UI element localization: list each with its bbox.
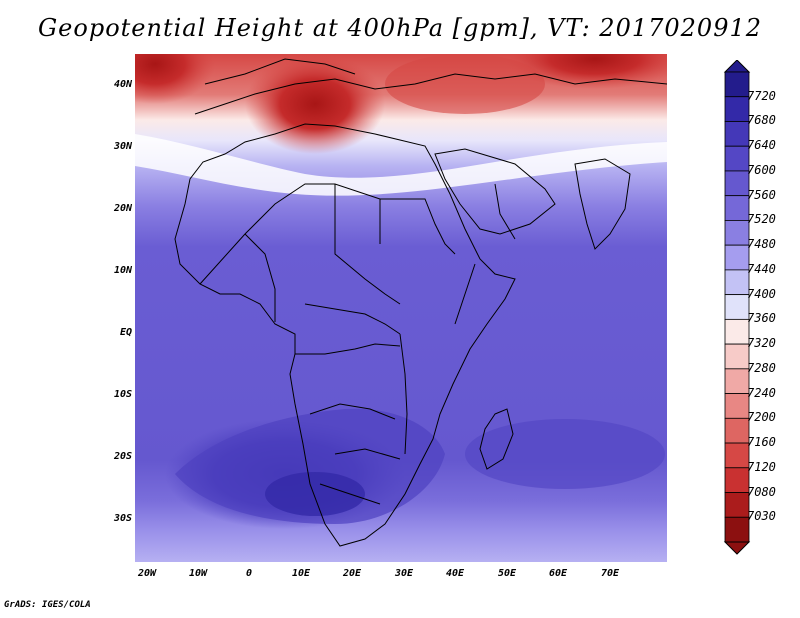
colorbar-swatch [724,442,750,469]
lat-tick-label: 20N [113,203,132,214]
colorbar-swatch [724,195,750,221]
lon-tick-label: 50E [497,568,517,579]
colorbar-swatch [724,492,750,518]
colorbar-level-label: 7520 [747,212,776,227]
colorbar-level-label: 7480 [747,237,776,252]
colorbar-swatch [724,71,750,98]
colorbar-top-arrow [723,60,751,73]
colorbar-level-label: 7030 [747,509,776,524]
colorbar-level-label: 7600 [747,162,776,177]
colorbar-level-label: 7160 [747,435,776,450]
lon-tick-label: 40E [445,568,465,579]
lon-tick-label: 30E [394,568,414,579]
colorbar-level-label: 7440 [747,261,776,276]
colorbar [723,60,751,555]
colorbar-swatch [724,467,750,493]
colorbar-swatch [724,318,750,345]
colorbar-level-label: 7360 [747,311,776,326]
map-plot [135,54,667,562]
colorbar-level-label: 7400 [747,286,776,301]
lat-tick-label: 40N [113,79,132,90]
lat-tick-label: 20S [113,451,132,462]
colorbar-level-label: 7080 [747,484,776,499]
colorbar-swatch [724,96,750,122]
lat-tick-label: 30N [113,141,132,152]
colorbar-level-label: 7640 [747,138,776,153]
coastline [174,58,667,547]
colorbar-swatch [724,343,750,370]
lat-tick-label: 30S [113,513,132,524]
colorbar-level-label: 7280 [747,360,776,375]
lon-tick-label: 0 [245,568,253,579]
colorbar-swatch [724,516,750,543]
lon-tick-label: 20W [137,568,157,579]
lon-tick-label: 60E [548,568,568,579]
colorbar-level-label: 7240 [747,385,776,400]
colorbar-level-label: 7720 [747,88,776,103]
colorbar-swatch [724,294,750,320]
colorbar-level-label: 7320 [747,336,776,351]
colorbar-level-label: 7120 [747,459,776,474]
map-title: Geopotential Height at 400hPa [gpm], VT:… [38,14,762,42]
colorbar-level-label: 7200 [747,410,776,425]
colorbar-swatch [724,145,750,172]
colorbar-level-label: 7680 [747,113,776,128]
colorbar-swatch [724,220,750,246]
colorbar-swatch [724,170,750,197]
colorbar-bottom-arrow [723,541,751,555]
geopotential-field [135,54,667,562]
lat-tick-label: 10N [113,265,132,276]
lon-tick-label: 70E [600,568,620,579]
grads-credit: GrADS: IGES/COLA [4,600,91,610]
colorbar-swatch [724,368,750,394]
lat-tick-label: EQ [119,327,132,338]
colorbar-level-label: 7560 [747,187,776,202]
lon-tick-label: 10E [291,568,311,579]
lat-tick-label: 10S [113,389,132,400]
lon-tick-label: 10W [188,568,208,579]
colorbar-swatch [724,121,750,147]
colorbar-swatch [724,269,750,296]
lon-tick-label: 20E [342,568,362,579]
colorbar-swatch [724,244,750,271]
colorbar-swatch [724,393,750,419]
colorbar-swatch [724,417,750,444]
